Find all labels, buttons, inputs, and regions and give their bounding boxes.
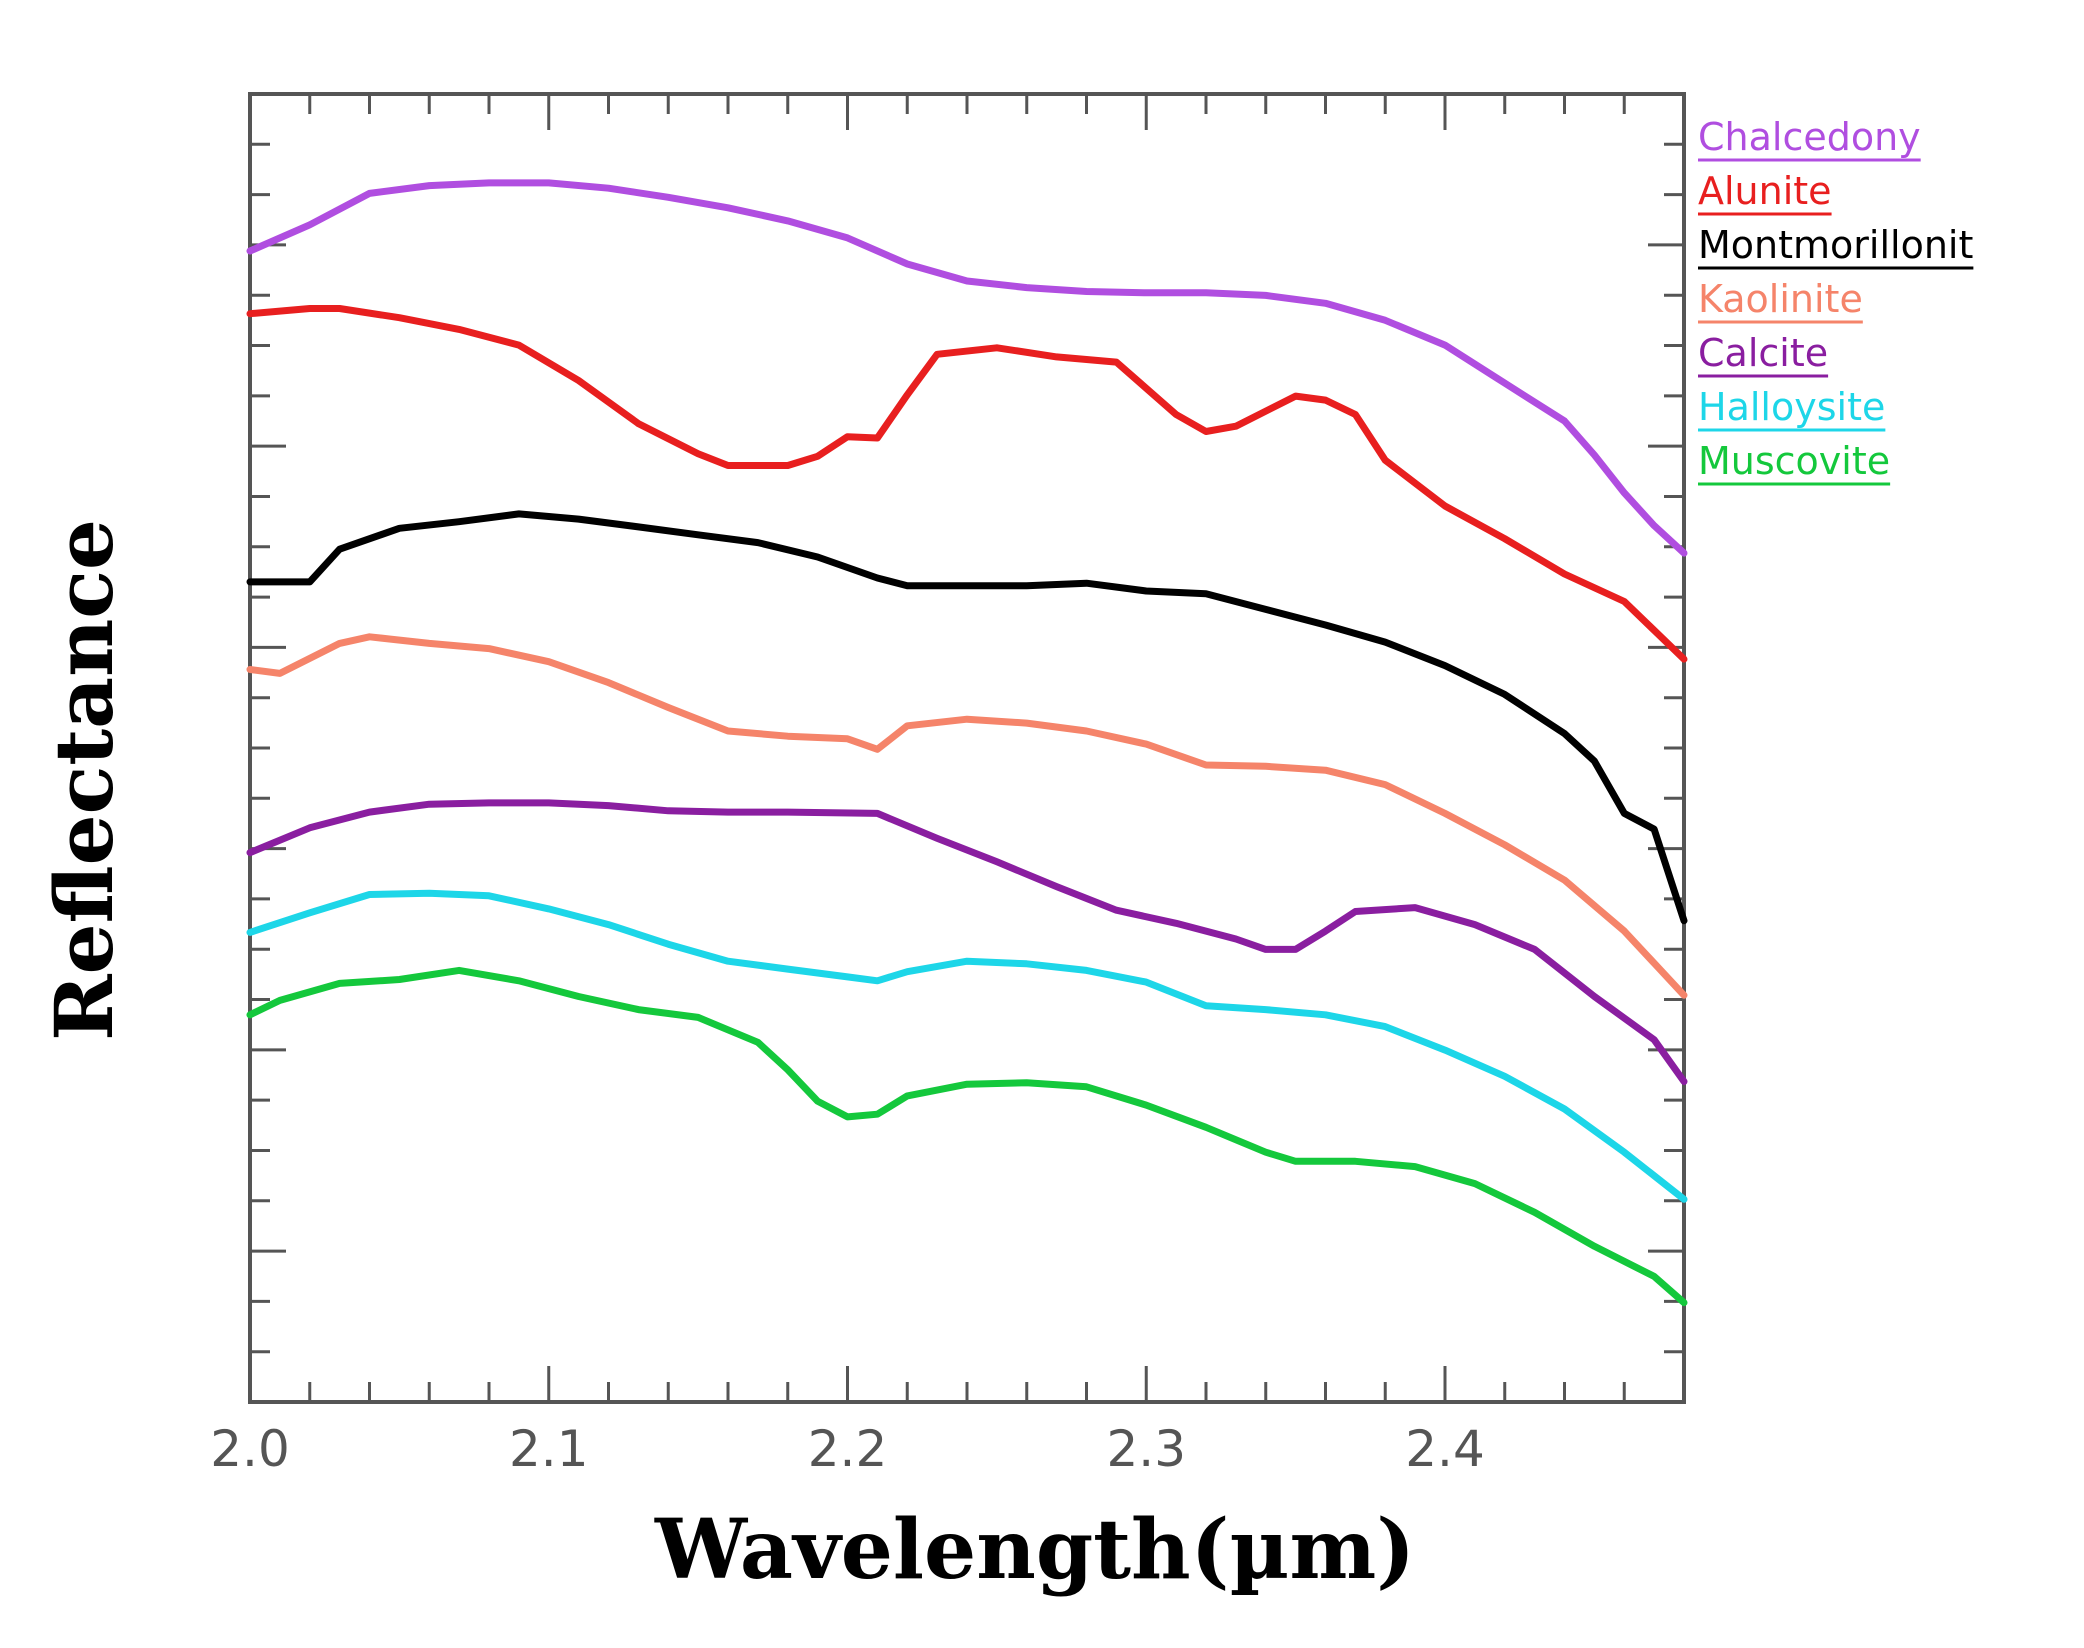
y-axis-title: Reflectance — [37, 519, 131, 1041]
series-line-calcite — [246, 799, 1688, 1085]
x-tick-label: 2.0 — [210, 1420, 290, 1478]
legend-label-kaolinite: Kaolinite — [1698, 277, 1863, 321]
series-line-montmorillonit — [246, 510, 1688, 925]
series-group — [246, 179, 1688, 1307]
legend-label-muscovite: Muscovite — [1698, 439, 1890, 483]
x-axis-title: Wavelength(µm) — [654, 1502, 1415, 1598]
legend-label-chalcedony: Chalcedony — [1698, 115, 1921, 159]
x-tick-label: 2.4 — [1405, 1420, 1485, 1478]
x-tick-label: 2.2 — [808, 1420, 888, 1478]
legend-label-halloysite: Halloysite — [1698, 385, 1885, 429]
series-line-kaolinite — [246, 633, 1688, 999]
legend-label-montmorillonit: Montmorillonit — [1698, 223, 1973, 267]
legend-label-calcite: Calcite — [1698, 331, 1828, 375]
series-line-muscovite — [246, 966, 1688, 1307]
series-line-chalcedony — [246, 179, 1688, 557]
x-tick-label: 2.1 — [509, 1420, 589, 1478]
series-line-halloysite — [246, 889, 1688, 1203]
series-line-alunite — [246, 305, 1688, 663]
legend: Chalcedony Alunite Montmorillonit Kaolinite… — [1698, 115, 1974, 486]
legend-label-alunite: Alunite — [1698, 169, 1832, 213]
x-tick-label: 2.3 — [1106, 1420, 1186, 1478]
